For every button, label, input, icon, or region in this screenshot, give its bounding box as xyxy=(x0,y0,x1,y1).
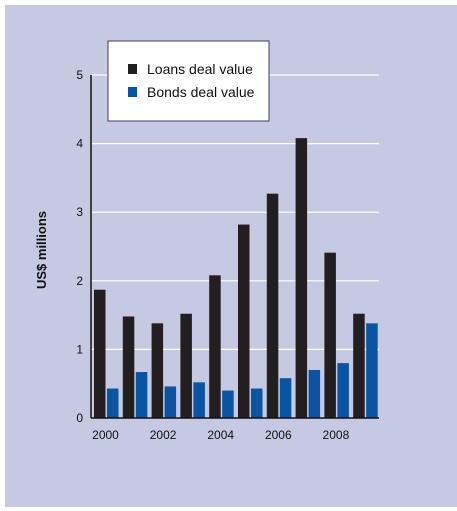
y-tick-label-2: 2 xyxy=(76,274,83,288)
bar-bonds-2003 xyxy=(193,382,205,418)
bar-bonds-2008 xyxy=(337,363,349,418)
bar-loans-2008 xyxy=(324,252,336,418)
y-tick-label-3: 3 xyxy=(76,205,83,219)
y-tick-label-0: 0 xyxy=(76,411,83,425)
bar-loans-2005 xyxy=(238,224,250,418)
legend-box xyxy=(107,40,270,122)
bar-bonds-2006 xyxy=(279,378,292,418)
chart-figure: 0 1 2 3 4 5 2000 2002 2004 2006 2008 US$ millions… xyxy=(5,5,457,507)
x-tick-labels: 2000 2002 2004 2006 2008 xyxy=(92,428,349,442)
bar-loans-2001 xyxy=(122,316,135,418)
y-tick-label-4: 4 xyxy=(76,137,83,151)
legend-label-loans: Loans deal value xyxy=(147,61,253,77)
bar-loans-2004 xyxy=(209,275,221,418)
legend-swatch-bonds xyxy=(128,87,137,97)
bar-bonds-2001 xyxy=(135,372,148,418)
bar-bonds-2000 xyxy=(107,388,119,418)
bar-chart: 0 1 2 3 4 5 2000 2002 2004 2006 2008 US$ millions… xyxy=(34,40,379,442)
x-tick-label-2006: 2006 xyxy=(265,428,292,442)
legend-label-bonds: Bonds deal value xyxy=(147,84,255,100)
bar-loans-2009 xyxy=(353,313,365,418)
bar-bonds-2004 xyxy=(222,390,234,418)
bar-bonds-2009 xyxy=(366,323,378,418)
bar-bonds-2005 xyxy=(251,388,263,418)
bar-bonds-2002 xyxy=(164,386,177,418)
bar-loans-2002 xyxy=(151,323,164,418)
y-tick-label-1: 1 xyxy=(76,342,83,356)
x-tick-label-2002: 2002 xyxy=(150,428,177,442)
legend: Loans deal value Bonds deal value xyxy=(107,40,270,122)
bar-loans-2007 xyxy=(295,138,308,418)
bars xyxy=(94,138,378,418)
x-tick-label-2008: 2008 xyxy=(323,428,350,442)
y-tick-labels: 0 1 2 3 4 5 xyxy=(76,68,83,425)
legend-swatch-loans xyxy=(128,64,137,74)
x-tick-label-2004: 2004 xyxy=(207,428,234,442)
y-tick-label-5: 5 xyxy=(76,68,83,82)
x-tick-label-2000: 2000 xyxy=(92,428,119,442)
bar-loans-2006 xyxy=(266,193,279,418)
bar-bonds-2007 xyxy=(308,369,321,418)
bar-loans-2003 xyxy=(180,313,192,418)
y-axis-label: US$ millions xyxy=(34,211,49,289)
bar-loans-2000 xyxy=(94,289,106,418)
